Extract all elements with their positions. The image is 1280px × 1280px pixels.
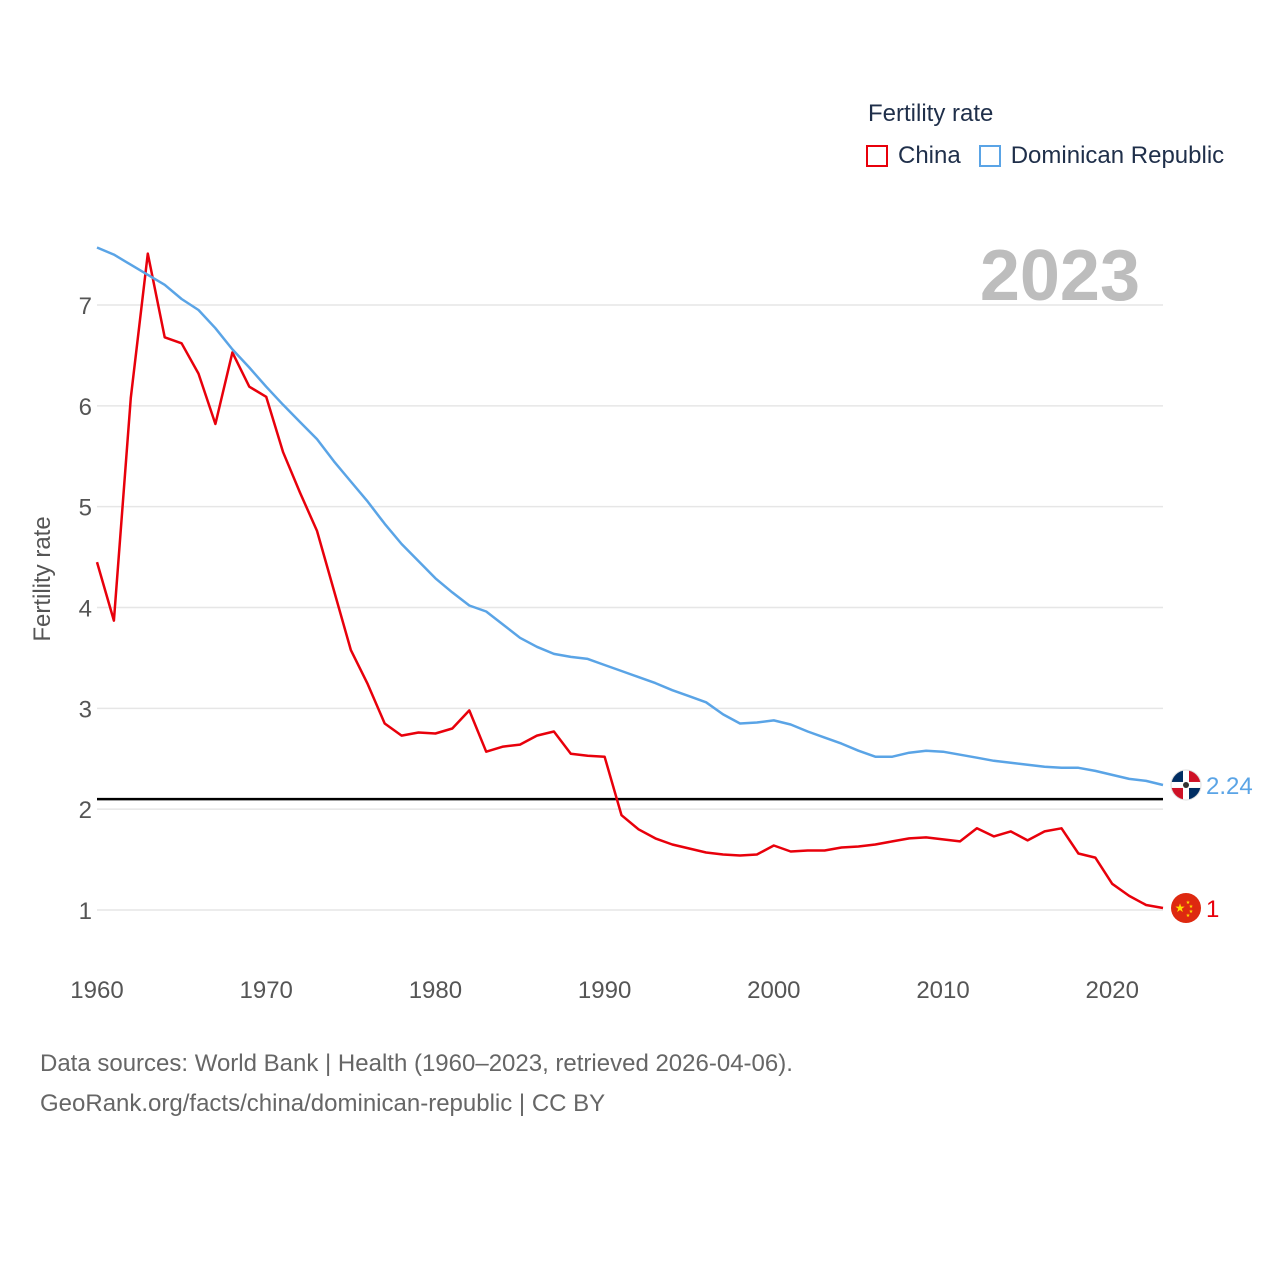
legend-label-china: China xyxy=(898,142,961,169)
china-flag-icon: ★ ★★★★ xyxy=(1171,892,1201,923)
gridlines xyxy=(97,304,1163,911)
legend-swatch-dominican-republic xyxy=(978,145,1001,167)
y-axis-label: Fertility rate xyxy=(29,516,56,641)
x-tick-label: 2010 xyxy=(916,977,969,1004)
legend-swatch-china xyxy=(866,145,888,167)
svg-text:★: ★ xyxy=(1175,901,1186,915)
end-value-label-dominican-republic: 2.24 xyxy=(1206,773,1253,800)
y-tick-label: 4 xyxy=(79,596,92,623)
series-line-china[interactable] xyxy=(95,252,1164,910)
legend-item-china[interactable]: China xyxy=(866,142,961,170)
x-tick-label: 2000 xyxy=(747,977,800,1004)
legend-label-dominican-republic: Dominican Republic xyxy=(1010,142,1225,169)
x-tick-label: 1960 xyxy=(70,977,123,1004)
svg-text:★: ★ xyxy=(1189,909,1194,915)
series-line-dominican-republic[interactable] xyxy=(96,246,1164,787)
y-tick-label: 5 xyxy=(79,495,92,522)
y-tick-label: 1 xyxy=(79,898,92,925)
svg-text:★: ★ xyxy=(1186,900,1191,906)
svg-text:★: ★ xyxy=(1189,904,1194,910)
x-axis-ticks: 1960 1970 1980 1990 2000 2010 2020 xyxy=(70,977,1139,1004)
legend: China Dominican Republic xyxy=(866,142,1242,170)
legend-title: Fertility rate xyxy=(868,100,994,127)
source-link[interactable]: GeoRank.org/facts/china/dominican-republ… xyxy=(40,1090,606,1117)
svg-text:★: ★ xyxy=(1186,913,1191,919)
footer: Data sources: World Bank | Health (1960–… xyxy=(40,1044,793,1124)
x-tick-label: 1980 xyxy=(409,977,462,1004)
dominican-republic-flag-icon xyxy=(1170,769,1202,801)
end-value-label-china: 1 xyxy=(1206,896,1219,923)
end-markers: ★ ★★★★ 12.24 xyxy=(1170,769,1253,923)
series-lines xyxy=(95,246,1164,910)
current-year-label: 2023 xyxy=(980,236,1140,316)
y-tick-label: 2 xyxy=(79,797,92,824)
y-tick-label: 3 xyxy=(79,696,92,723)
y-tick-label: 6 xyxy=(79,394,92,421)
data-sources-text: Data sources: World Bank | Health (1960–… xyxy=(40,1050,793,1077)
legend-item-dominican-republic[interactable]: Dominican Republic xyxy=(978,142,1225,170)
x-tick-label: 1990 xyxy=(578,977,631,1004)
y-axis-ticks: 1 2 3 4 5 6 7 xyxy=(79,293,92,925)
x-tick-label: 1970 xyxy=(240,977,293,1004)
x-tick-label: 2020 xyxy=(1086,977,1139,1004)
y-tick-label: 7 xyxy=(79,293,92,320)
